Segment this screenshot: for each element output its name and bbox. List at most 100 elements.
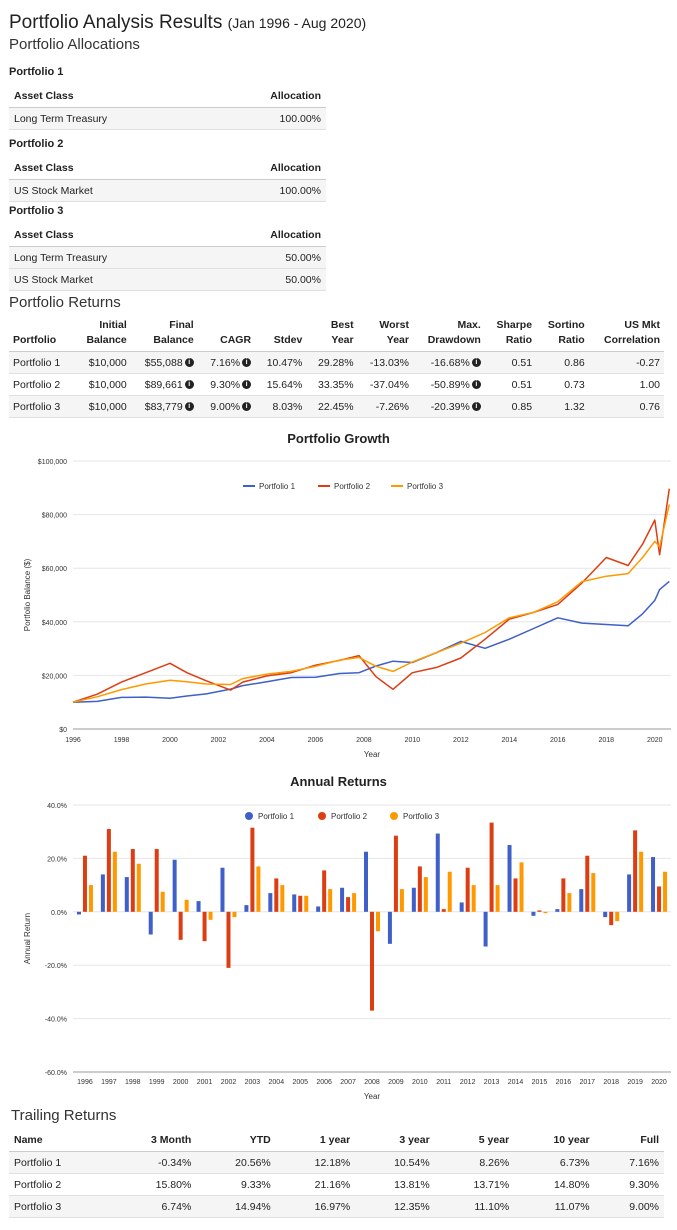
bar[interactable]: [447, 871, 452, 912]
bar[interactable]: [591, 873, 596, 912]
bar[interactable]: [370, 911, 374, 1011]
bar[interactable]: [352, 893, 357, 912]
bar[interactable]: [172, 859, 177, 912]
bar[interactable]: [376, 911, 380, 932]
bar[interactable]: [250, 827, 255, 912]
info-icon[interactable]: i: [471, 380, 481, 390]
bar[interactable]: [399, 889, 404, 912]
bar[interactable]: [340, 887, 345, 912]
legend-item[interactable]: Portfolio 3: [391, 482, 444, 491]
legend-item[interactable]: Portfolio 1: [243, 482, 296, 491]
bar[interactable]: [256, 866, 261, 912]
info-icon[interactable]: i: [471, 402, 481, 412]
bar[interactable]: [435, 833, 440, 912]
bar[interactable]: [411, 887, 416, 912]
returns-cell: 29.28%: [306, 351, 358, 374]
bar[interactable]: [304, 895, 309, 912]
bar[interactable]: [615, 911, 620, 922]
cell-value: -0.27: [636, 356, 660, 369]
series-line-3[interactable]: [72, 504, 671, 703]
x-tick-label: 2007: [340, 1079, 356, 1086]
bar[interactable]: [160, 891, 165, 912]
bar[interactable]: [298, 895, 303, 912]
info-icon[interactable]: i: [184, 358, 194, 368]
bar[interactable]: [651, 857, 656, 912]
bar[interactable]: [196, 901, 201, 912]
bar[interactable]: [543, 911, 548, 914]
bar[interactable]: [639, 851, 644, 912]
bar[interactable]: [603, 911, 608, 918]
bar[interactable]: [657, 886, 662, 912]
returns-cell: 8.03%: [255, 395, 307, 418]
bar[interactable]: [609, 911, 614, 926]
bar[interactable]: [232, 911, 237, 918]
bar[interactable]: [76, 911, 81, 915]
bar[interactable]: [633, 830, 638, 912]
bar[interactable]: [112, 851, 117, 912]
bar[interactable]: [244, 905, 249, 912]
bar[interactable]: [423, 877, 428, 912]
bar[interactable]: [579, 889, 584, 912]
bar[interactable]: [328, 889, 333, 912]
col-line: US Mkt: [624, 319, 660, 331]
bar[interactable]: [100, 874, 105, 912]
series-line-2[interactable]: [72, 488, 671, 703]
bar[interactable]: [136, 863, 141, 912]
bar[interactable]: [220, 867, 225, 912]
legend-item[interactable]: Portfolio 2: [318, 482, 371, 491]
bar[interactable]: [585, 855, 590, 912]
bar[interactable]: [346, 897, 351, 912]
bar[interactable]: [483, 911, 488, 947]
bar[interactable]: [663, 871, 668, 912]
bar[interactable]: [364, 851, 368, 912]
bar[interactable]: [441, 909, 446, 912]
bar[interactable]: [507, 845, 512, 912]
bar[interactable]: [124, 877, 129, 912]
bar[interactable]: [202, 911, 207, 942]
bar[interactable]: [148, 911, 153, 935]
info-icon[interactable]: i: [242, 380, 252, 390]
bar[interactable]: [627, 874, 632, 912]
bar[interactable]: [316, 906, 321, 912]
info-icon[interactable]: i: [242, 402, 252, 412]
bar[interactable]: [292, 894, 297, 912]
bar[interactable]: [208, 911, 213, 920]
bar[interactable]: [471, 885, 476, 912]
bar[interactable]: [130, 849, 135, 912]
info-icon[interactable]: i: [184, 380, 194, 390]
bar[interactable]: [184, 899, 189, 912]
bar[interactable]: [489, 822, 494, 912]
legend-item[interactable]: Portfolio 1: [245, 812, 295, 821]
bar[interactable]: [567, 893, 572, 912]
bar[interactable]: [274, 878, 279, 912]
bar[interactable]: [459, 902, 464, 912]
bar[interactable]: [531, 911, 536, 916]
bar[interactable]: [280, 885, 285, 912]
allocation-table-2: Asset Class Allocation US Stock Market 100…: [9, 157, 326, 202]
bar[interactable]: [393, 835, 398, 912]
bar[interactable]: [465, 867, 470, 912]
bar[interactable]: [387, 911, 392, 944]
bar[interactable]: [537, 910, 542, 912]
info-icon[interactable]: i: [184, 402, 194, 412]
bar[interactable]: [88, 885, 93, 912]
bar[interactable]: [178, 911, 183, 940]
series-line-1[interactable]: [72, 580, 670, 703]
bar[interactable]: [82, 855, 87, 912]
legend-item[interactable]: Portfolio 3: [390, 812, 440, 821]
bar[interactable]: [561, 878, 566, 912]
bar[interactable]: [519, 862, 524, 912]
bar[interactable]: [417, 866, 422, 912]
bar[interactable]: [513, 878, 518, 912]
returns-cell: $10,000: [73, 351, 131, 374]
info-icon[interactable]: i: [242, 358, 252, 368]
bar[interactable]: [226, 911, 231, 968]
bar[interactable]: [495, 885, 500, 912]
bar[interactable]: [106, 829, 111, 912]
bar[interactable]: [322, 870, 327, 912]
bar[interactable]: [555, 909, 560, 912]
info-icon[interactable]: i: [471, 358, 481, 368]
bar[interactable]: [268, 893, 273, 912]
legend-item[interactable]: Portfolio 2: [318, 812, 368, 821]
bar[interactable]: [154, 849, 159, 912]
